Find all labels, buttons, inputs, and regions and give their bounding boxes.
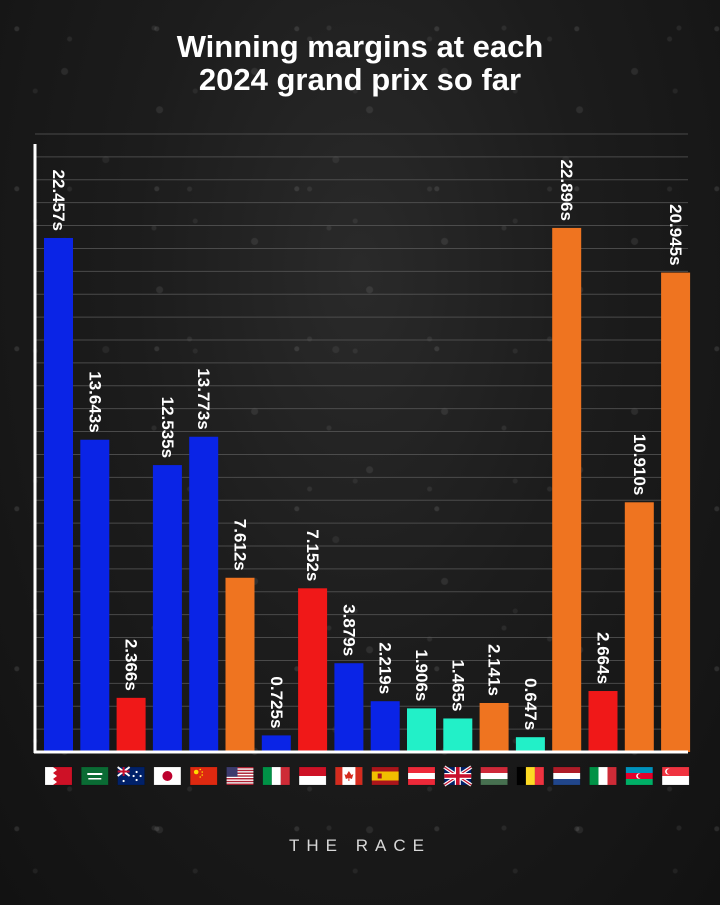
title-line-2: 2024 grand prix so far — [198, 62, 522, 97]
data-label: 2.141s — [485, 644, 504, 696]
bar — [225, 577, 255, 752]
belgium-flag — [516, 766, 545, 786]
title-line-1: Winning margins at each — [176, 29, 544, 64]
bar — [552, 227, 582, 752]
bar — [407, 708, 436, 752]
bar — [261, 735, 291, 752]
italy-flag — [262, 766, 291, 786]
bahrain-flag — [44, 766, 73, 786]
monaco-flag — [298, 766, 327, 786]
netherlands-flag — [552, 766, 581, 786]
data-label: 2.664s — [594, 632, 613, 684]
australia-flag — [116, 766, 145, 786]
bar — [515, 737, 545, 752]
uk-flag — [443, 765, 473, 787]
hungary-flag — [480, 766, 508, 786]
chart-title: Winning margins at each 2024 grand prix … — [0, 30, 720, 96]
data-label: 7.612s — [231, 519, 250, 571]
azerbaijan-flag — [625, 766, 654, 786]
data-label: 22.457s — [49, 170, 68, 231]
data-label: 10.910s — [630, 434, 649, 495]
saudi-arabia-flag — [81, 766, 109, 786]
data-label: 3.879s — [339, 604, 358, 656]
singapore-flag — [661, 766, 690, 786]
bar — [370, 701, 400, 752]
canada-flag — [335, 766, 363, 786]
bar — [152, 465, 182, 752]
bar — [334, 663, 364, 752]
bar — [298, 588, 328, 752]
data-label: 1.906s — [412, 649, 431, 701]
bar — [189, 436, 219, 752]
data-label: 22.896s — [557, 159, 576, 220]
bar — [80, 439, 110, 752]
data-label: 13.773s — [194, 368, 213, 429]
data-label: 20.945s — [666, 204, 685, 265]
bar — [588, 691, 618, 752]
bar — [116, 697, 146, 752]
spain-flag — [371, 766, 399, 786]
bar — [624, 502, 654, 752]
data-label: 2.219s — [376, 642, 395, 694]
bar — [44, 237, 73, 752]
bar — [443, 718, 473, 752]
brand-logo: THE RACE — [289, 836, 431, 855]
italy-flag — [589, 766, 617, 786]
usa-flag — [226, 766, 254, 786]
austria-flag — [407, 766, 436, 786]
data-label: 7.152s — [303, 529, 322, 581]
data-label: 2.366s — [122, 639, 141, 691]
japan-flag — [153, 766, 182, 786]
data-label: 1.465s — [448, 659, 467, 711]
data-label: 0.725s — [267, 676, 286, 728]
bar — [661, 272, 691, 752]
bar — [479, 702, 509, 752]
china-flag — [189, 766, 218, 786]
data-label: 13.643s — [85, 371, 104, 432]
data-label: 12.535s — [158, 397, 177, 458]
data-label: 0.647s — [521, 678, 540, 730]
